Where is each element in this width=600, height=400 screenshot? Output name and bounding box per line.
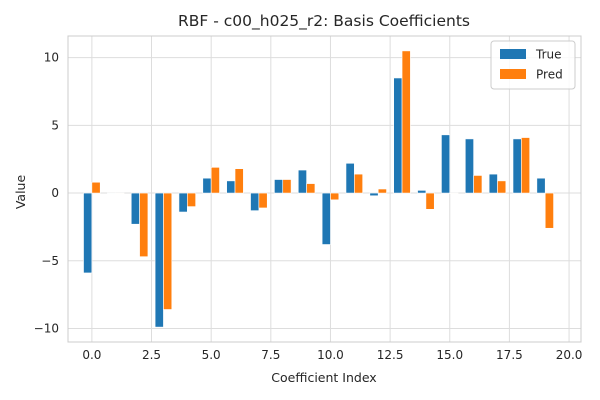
- bar-true-7: [250, 192, 260, 211]
- bar-true-5: [202, 177, 212, 194]
- bar-pred-16: [473, 175, 483, 194]
- bar-pred-5: [210, 167, 220, 194]
- y-tick-label: −10: [34, 321, 59, 335]
- bar-true-10: [321, 192, 331, 245]
- bar-true-14: [417, 190, 427, 194]
- bar-pred-10: [330, 192, 340, 201]
- bar-true-13: [393, 77, 403, 194]
- bar-pred-15: [449, 192, 459, 194]
- legend-label-pred: Pred: [536, 68, 563, 82]
- bar-true-16: [464, 138, 474, 194]
- bar-true-19: [536, 177, 546, 194]
- bar-true-4: [178, 192, 188, 213]
- bar-true-6: [226, 180, 236, 194]
- x-tick-labels: 0.0 2.5 5.0 7.5 10.0 12.5 15.0 17.5 20.0: [82, 348, 582, 362]
- y-tick-label: 0: [51, 186, 59, 200]
- bar-pred-19: [544, 192, 554, 229]
- bar-true-11: [345, 162, 355, 194]
- x-tick-label: 2.5: [142, 348, 161, 362]
- y-tick-label: −5: [41, 254, 59, 268]
- legend-box: [490, 40, 576, 90]
- legend: True Pred: [490, 40, 576, 90]
- bar-true-12: [369, 192, 379, 197]
- bar-pred-0: [91, 181, 101, 194]
- bar-true-3: [154, 192, 164, 328]
- x-tick-label: 20.0: [556, 348, 583, 362]
- bar-pred-4: [187, 192, 196, 207]
- legend-label-true: True: [535, 48, 562, 62]
- bar-pred-11: [354, 173, 363, 194]
- chart-title: RBF - c00_h025_r2: Basis Coefficients: [178, 12, 470, 31]
- bar-pred-12: [377, 188, 387, 194]
- bar-pred-18: [521, 137, 530, 194]
- bar-pred-8: [282, 179, 292, 194]
- bar-pred-7: [258, 192, 268, 209]
- legend-swatch-pred: [500, 69, 526, 79]
- y-tick-label: 10: [44, 51, 59, 65]
- x-tick-label: 17.5: [496, 348, 523, 362]
- bar-pred-2: [139, 192, 149, 257]
- bar-true-1: [107, 192, 117, 194]
- bar-pred-14: [425, 192, 435, 210]
- legend-swatch-true: [500, 49, 526, 59]
- bar-pred-13: [401, 50, 411, 194]
- bar-true-2: [130, 192, 140, 225]
- bar-true-17: [488, 173, 498, 194]
- bar-true-0: [83, 192, 93, 274]
- x-tick-label: 15.0: [436, 348, 463, 362]
- x-tick-label: 5.0: [202, 348, 221, 362]
- y-tick-labels: −10 −5 0 5 10: [34, 51, 59, 336]
- bar-pred-17: [497, 180, 507, 194]
- y-tick-label: 5: [51, 118, 59, 132]
- bar-true-18: [512, 138, 522, 194]
- bar-true-9: [297, 169, 307, 194]
- bars: [83, 50, 554, 328]
- x-tick-label: 12.5: [377, 348, 404, 362]
- bar-pred-1: [115, 192, 125, 194]
- bar-pred-6: [234, 168, 244, 194]
- x-tick-label: 0.0: [82, 348, 101, 362]
- plot-frame: [67, 35, 582, 343]
- bar-pred-3: [163, 192, 173, 310]
- x-tick-label: 7.5: [261, 348, 280, 362]
- bar-true-8: [274, 179, 284, 194]
- x-tick-label: 10.0: [317, 348, 344, 362]
- bar-pred-9: [306, 183, 316, 194]
- x-axis-label: Coefficient Index: [271, 370, 376, 385]
- bar-true-15: [441, 134, 451, 194]
- y-axis-label: Value: [13, 175, 28, 210]
